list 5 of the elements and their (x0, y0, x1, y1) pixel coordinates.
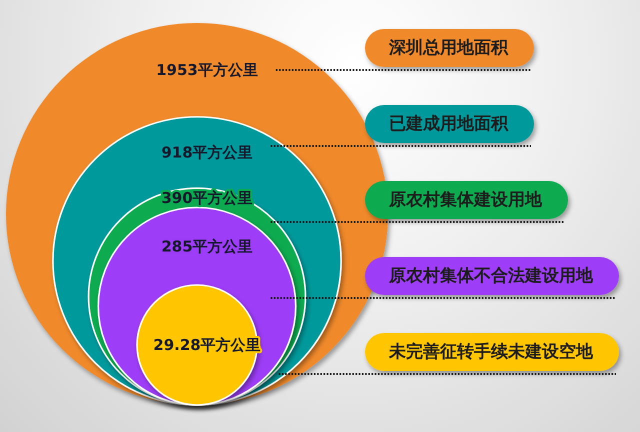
category-label: 原农村集体建设用地 (388, 190, 543, 210)
category-label: 原农村集体不合法建设用地 (388, 266, 594, 286)
category-label: 未完善征转手续未建设空地 (388, 341, 594, 362)
category-label: 深圳总用地面积 (388, 38, 509, 58)
category-label: 已建成用地面积 (389, 114, 509, 134)
